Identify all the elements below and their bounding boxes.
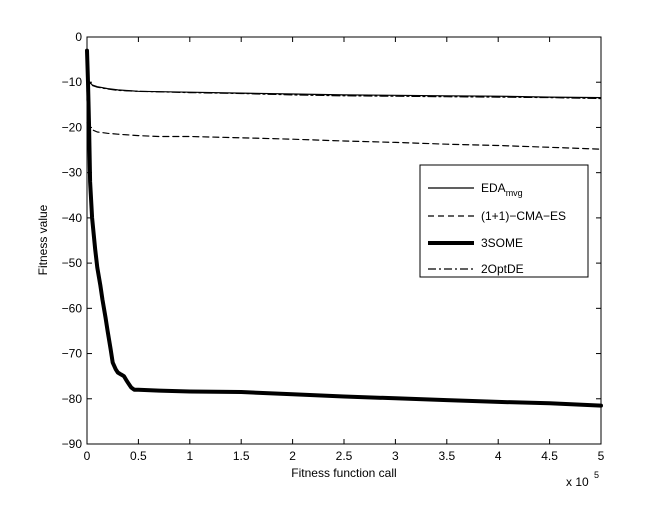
x-tick-label: 3.5 [438, 449, 455, 463]
x-tick-label: 2.5 [336, 449, 353, 463]
y-tick-label: −30 [62, 166, 83, 180]
y-tick-label: −20 [62, 120, 83, 134]
x-tick-label: 4 [495, 449, 502, 463]
series-line-3some [85, 48, 603, 408]
legend-box [419, 164, 589, 278]
y-tick-label: −50 [62, 256, 83, 270]
y-axis-label: Fitness value [36, 204, 50, 275]
y-tick-label: −90 [62, 437, 83, 451]
x-axis-label: Fitness function call [291, 466, 396, 480]
x-tick-label: 1 [186, 449, 193, 463]
series-line-2optde [86, 81, 602, 100]
x-axis: 0 0.5 1 1.5 2 2.5 3 3.5 4 4.5 5 [84, 37, 605, 463]
legend-label: 3SOME [481, 236, 523, 250]
legend-label: (1+1)−CMA−ES [481, 209, 566, 223]
y-tick-label: −60 [62, 301, 83, 315]
series-layer [85, 48, 603, 408]
y-tick-label: −10 [62, 75, 83, 89]
legend-label-subscript: mvg [506, 188, 523, 198]
y-tick-label: −40 [62, 211, 83, 225]
x-tick-label: 0 [84, 449, 91, 463]
y-axis: 0 −10 −20 −30 −40 −50 −60 −70 −80 −90 [62, 30, 601, 451]
multiplier-base: x 10 [566, 475, 589, 489]
x-axis-multiplier: x 10 5 [566, 470, 599, 489]
x-tick-label: 5 [598, 449, 605, 463]
multiplier-exponent: 5 [594, 470, 599, 480]
x-tick-label: 4.5 [541, 449, 558, 463]
x-tick-label: 3 [392, 449, 399, 463]
y-tick-label: −80 [62, 392, 83, 406]
legend-label: 2OptDE [481, 262, 524, 276]
x-tick-label: 0.5 [130, 449, 147, 463]
series-line-1-1-cma-es [86, 122, 602, 150]
y-tick-label: −70 [62, 347, 83, 361]
y-tick-label: 0 [75, 30, 82, 44]
x-tick-label: 2 [289, 449, 296, 463]
x-tick-label: 1.5 [233, 449, 250, 463]
